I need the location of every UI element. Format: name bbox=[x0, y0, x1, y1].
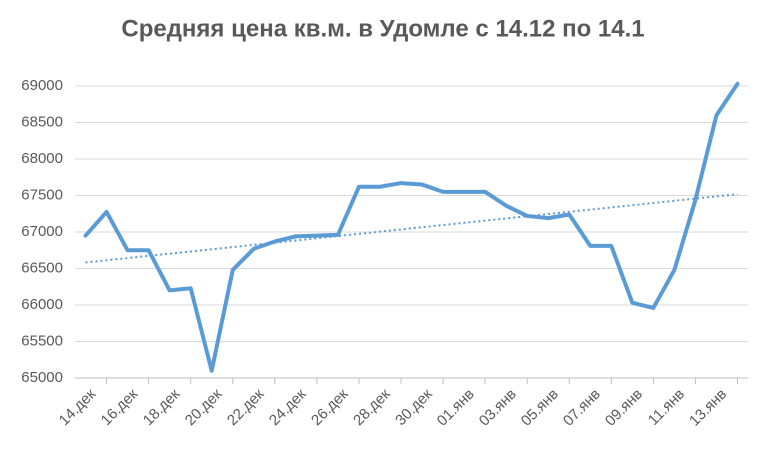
x-tick-label: 18.дек bbox=[140, 385, 184, 429]
x-tick-label: 07.янв bbox=[560, 386, 604, 430]
x-tick-label: 22.дек bbox=[224, 385, 268, 429]
y-tick-label: 65000 bbox=[21, 369, 63, 386]
y-tick-label: 65500 bbox=[21, 332, 63, 349]
y-tick-label: 68500 bbox=[21, 113, 63, 130]
y-tick-label: 69000 bbox=[21, 77, 63, 94]
y-tick-label: 66500 bbox=[21, 259, 63, 276]
x-tick-label: 16.дек bbox=[98, 385, 142, 429]
chart-title: Средняя цена кв.м. в Удомле с 14.12 по 1… bbox=[121, 15, 644, 42]
x-tick-label: 26.дек bbox=[308, 385, 352, 429]
x-tick-label: 13.янв bbox=[686, 386, 730, 430]
x-tick-label: 28.дек bbox=[350, 385, 394, 429]
y-tick-label: 68000 bbox=[21, 150, 63, 167]
x-tick-label: 03.янв bbox=[476, 386, 520, 430]
x-tick-label: 05.янв bbox=[518, 386, 562, 430]
x-tick-label: 30.дек bbox=[392, 385, 436, 429]
x-tick-label: 20.дек bbox=[182, 385, 226, 429]
x-tick-label: 24.дек bbox=[266, 385, 310, 429]
y-tick-label: 67000 bbox=[21, 223, 63, 240]
y-tick-label: 67500 bbox=[21, 186, 63, 203]
x-tick-label: 11.янв bbox=[645, 386, 688, 429]
x-tick-label: 09.янв bbox=[602, 386, 646, 430]
x-tick-label: 01.янв bbox=[434, 386, 478, 430]
y-tick-label: 66000 bbox=[21, 296, 63, 313]
x-tick-label: 14.дек bbox=[56, 385, 100, 429]
data-line bbox=[83, 81, 740, 373]
trendline bbox=[85, 193, 738, 264]
